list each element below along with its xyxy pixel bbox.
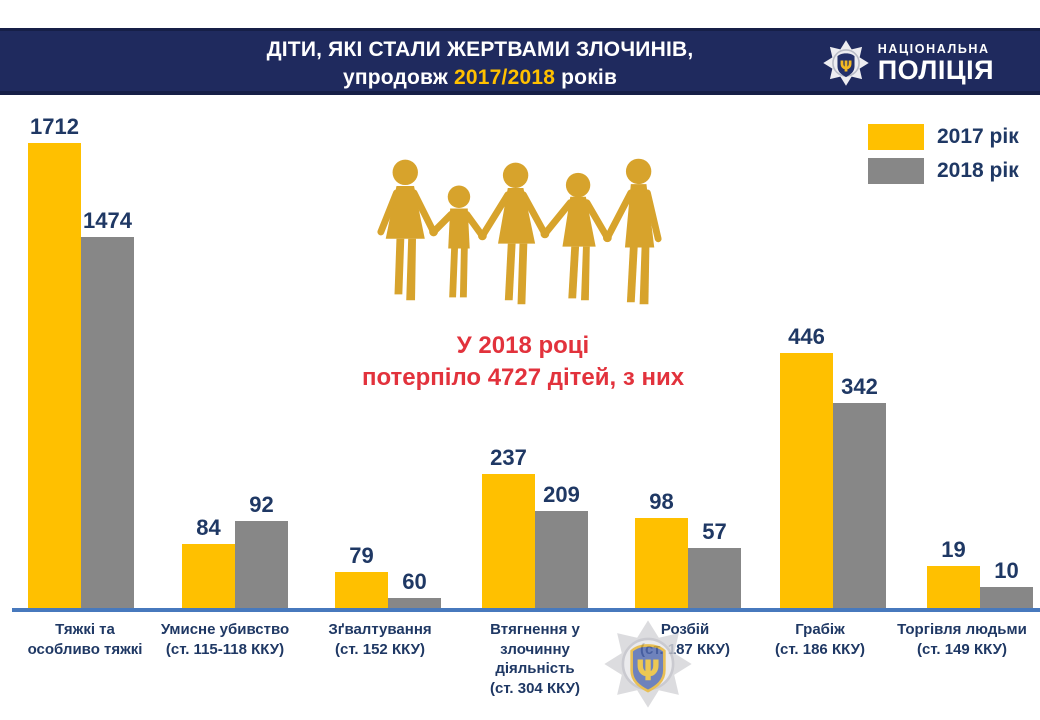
bar-2017-5 [780,353,833,610]
header-bar: ДІТИ, ЯКІ СТАЛИ ЖЕРТВАМИ ЗЛОЧИНІВ, упрод… [0,28,1040,95]
children-silhouette-image [377,158,662,305]
category-label-0: Тяжкі та особливо тяжкі [27,621,143,658]
bar-2017-3 [482,474,535,610]
x-axis-line [12,608,1040,612]
title-line-1: ДІТИ, ЯКІ СТАЛИ ЖЕРТВАМИ ЗЛОЧИНІВ, [266,38,694,61]
callout-text: У 2018 році потерпіло 4727 дітей, з них [313,330,733,395]
legend-item-2018: 2018 рік [868,158,1019,184]
legend-swatch-2018 [868,158,924,184]
bar-2018-0 [81,237,134,610]
bar-2018-1 [235,521,288,610]
police-logo-text: НАЦІОНАЛЬНА ПОЛІЦІЯ [878,42,994,85]
legend: 2017 рік 2018 рік [868,124,1019,192]
svg-text:Ψ: Ψ [839,59,852,76]
bar-2018-5 [833,403,886,610]
bar-2018-6 [980,587,1033,610]
category-label-2: Зґвалтування (ст. 152 ККУ) [328,621,432,658]
bar-2017-1 [182,544,235,610]
legend-swatch-2017 [868,124,924,150]
svg-text:Ψ: Ψ [636,654,660,687]
title-line-2: упродовж 2017/2018 років [342,65,618,89]
legend-label-2017: 2017 рік [937,125,1019,148]
bar-2017-2 [335,572,388,610]
category-label-6: Торгівля людьми (ст. 149 ККУ) [897,621,1027,658]
legend-label-2018: 2018 рік [937,159,1019,182]
callout-line-2: потерпіло 4727 дітей, з них [361,364,685,392]
category-label-1: Умисне убивство (ст. 115-118 ККУ) [160,621,290,658]
police-badge-icon: Ψ [822,40,869,86]
page-title: ДІТИ, ЯКІ СТАЛИ ЖЕРТВАМИ ЗЛОЧИНІВ, упрод… [40,36,920,91]
category-label-3: Втягнення у злочинну діяльність (ст. 304 КК… [490,621,580,697]
bar-2018-2 [388,598,441,610]
callout-line-1: У 2018 році [456,332,590,359]
bar-2017-6 [927,566,980,610]
title-years: 2017/2018 [454,65,556,89]
bar-2018-4 [688,548,741,610]
bar-2017-0 [28,143,81,610]
logo-line-2: ПОЛІЦІЯ [877,55,994,86]
bar-2018-3 [535,511,588,610]
legend-item-2017: 2017 рік [868,124,1019,150]
bar-2017-4 [635,518,688,610]
watermark-police-badge-icon: Ψ [604,620,692,708]
police-logo: Ψ НАЦІОНАЛЬНА ПОЛІЦІЯ [822,38,994,88]
logo-line-1: НАЦІОНАЛЬНА [877,41,990,56]
category-label-5: Грабіж (ст. 186 ККУ) [775,621,865,658]
